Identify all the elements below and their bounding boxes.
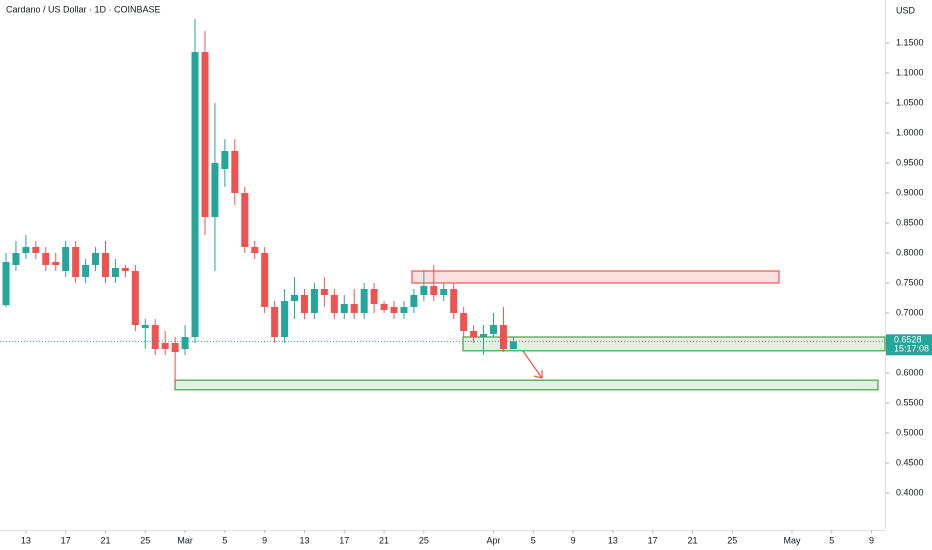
candle-body — [291, 294, 299, 301]
y-tick-label: 0.5500 — [896, 397, 924, 407]
x-tick-label: 13 — [299, 535, 309, 545]
candle-body — [221, 151, 229, 170]
candle-body — [241, 193, 249, 248]
y-tick-label: 0.4000 — [896, 487, 924, 497]
candle-body — [350, 303, 358, 313]
y-tick-label: 0.7000 — [896, 307, 924, 317]
candle-body — [22, 247, 30, 254]
y-tick-label: 0.8000 — [896, 247, 924, 257]
x-tick-label: 17 — [648, 535, 658, 545]
x-tick-label: 17 — [339, 535, 349, 545]
x-tick-label: Mar — [177, 535, 193, 545]
candle-body — [2, 262, 10, 306]
x-tick-label: May — [783, 535, 801, 545]
last-price-box — [886, 334, 932, 356]
candle-body — [400, 306, 408, 313]
arrow — [522, 350, 543, 379]
y-tick-label: 1.1500 — [896, 37, 924, 47]
candle-body — [151, 324, 159, 349]
candle-body — [161, 342, 169, 349]
candle-body — [480, 333, 488, 337]
candle-body — [191, 52, 199, 337]
candle-body — [281, 300, 289, 337]
candle-body — [101, 253, 109, 277]
candle-body — [460, 312, 468, 331]
candle-body — [32, 247, 40, 254]
last-price-label: 0.6528 — [894, 335, 922, 345]
candle-body — [490, 324, 498, 334]
x-tick-label: 21 — [687, 535, 697, 545]
candle-body — [171, 342, 179, 352]
y-tick-label: 0.7500 — [896, 277, 924, 287]
candle-body — [141, 324, 149, 328]
y-tick-label: 0.9000 — [896, 187, 924, 197]
candle-body — [111, 267, 119, 277]
candle-body — [370, 288, 378, 304]
candle-body — [12, 253, 20, 265]
candle-body — [181, 336, 189, 349]
candle-body — [121, 267, 129, 271]
y-tick-label: 1.0500 — [896, 97, 924, 107]
currency-label: USD — [896, 5, 916, 15]
x-tick-label: 13 — [21, 535, 31, 545]
x-tick-label: 5 — [222, 535, 227, 545]
y-tick-label: 1.1000 — [896, 67, 924, 77]
x-tick-label: Apr — [486, 535, 500, 545]
candle-body — [340, 303, 348, 313]
x-tick-label: 9 — [262, 535, 267, 545]
candle-body — [92, 253, 100, 265]
candle-body — [470, 330, 478, 337]
candle-body — [509, 341, 517, 349]
x-tick-label: 17 — [61, 535, 71, 545]
y-tick-label: 0.4500 — [896, 457, 924, 467]
candle-body — [499, 324, 507, 349]
candle-body — [211, 163, 219, 218]
demand-zone — [174, 379, 879, 391]
candle-body — [52, 262, 60, 265]
candle-body — [360, 288, 368, 313]
candle-body — [72, 247, 80, 277]
x-tick-label: 25 — [727, 535, 737, 545]
y-tick-label: 0.6000 — [896, 367, 924, 377]
candle-body — [390, 306, 398, 313]
candle-body — [410, 294, 418, 307]
candle-body — [42, 253, 50, 265]
x-tick-label: 9 — [571, 535, 576, 545]
candle-body — [330, 294, 338, 313]
chart-title: Cardano / US Dollar · 1D · COINBASE — [6, 4, 161, 14]
x-tick-label: 21 — [100, 535, 110, 545]
demand-zone — [462, 336, 886, 352]
candle-body — [62, 247, 70, 271]
candle-body — [300, 294, 308, 313]
candle-body — [440, 288, 448, 295]
candle-body — [251, 247, 259, 254]
y-tick-label: 0.8500 — [896, 217, 924, 227]
x-tick-label: 5 — [829, 535, 834, 545]
candle-body — [231, 151, 239, 194]
countdown-label: 15:17:08 — [894, 344, 929, 354]
supply-zone — [411, 270, 780, 284]
candle-body — [450, 288, 458, 313]
candle-body — [261, 253, 269, 307]
x-tick-label: 25 — [140, 535, 150, 545]
candle-body — [310, 288, 318, 313]
candle-body — [201, 52, 209, 218]
candle-body — [82, 265, 90, 277]
candle-body — [271, 306, 279, 337]
candle-body — [320, 288, 328, 295]
x-tick-label: 21 — [379, 535, 389, 545]
x-tick-label: 25 — [419, 535, 429, 545]
x-tick-label: 13 — [608, 535, 618, 545]
candle-body — [380, 303, 388, 310]
y-tick-label: 0.5000 — [896, 427, 924, 437]
candle-body — [430, 285, 438, 295]
y-tick-label: 0.9500 — [896, 157, 924, 167]
y-tick-label: 1.0000 — [896, 127, 924, 137]
x-tick-label: 5 — [531, 535, 536, 545]
x-tick-label: 9 — [869, 535, 874, 545]
candle-body — [131, 270, 139, 325]
candle-body — [420, 285, 428, 295]
